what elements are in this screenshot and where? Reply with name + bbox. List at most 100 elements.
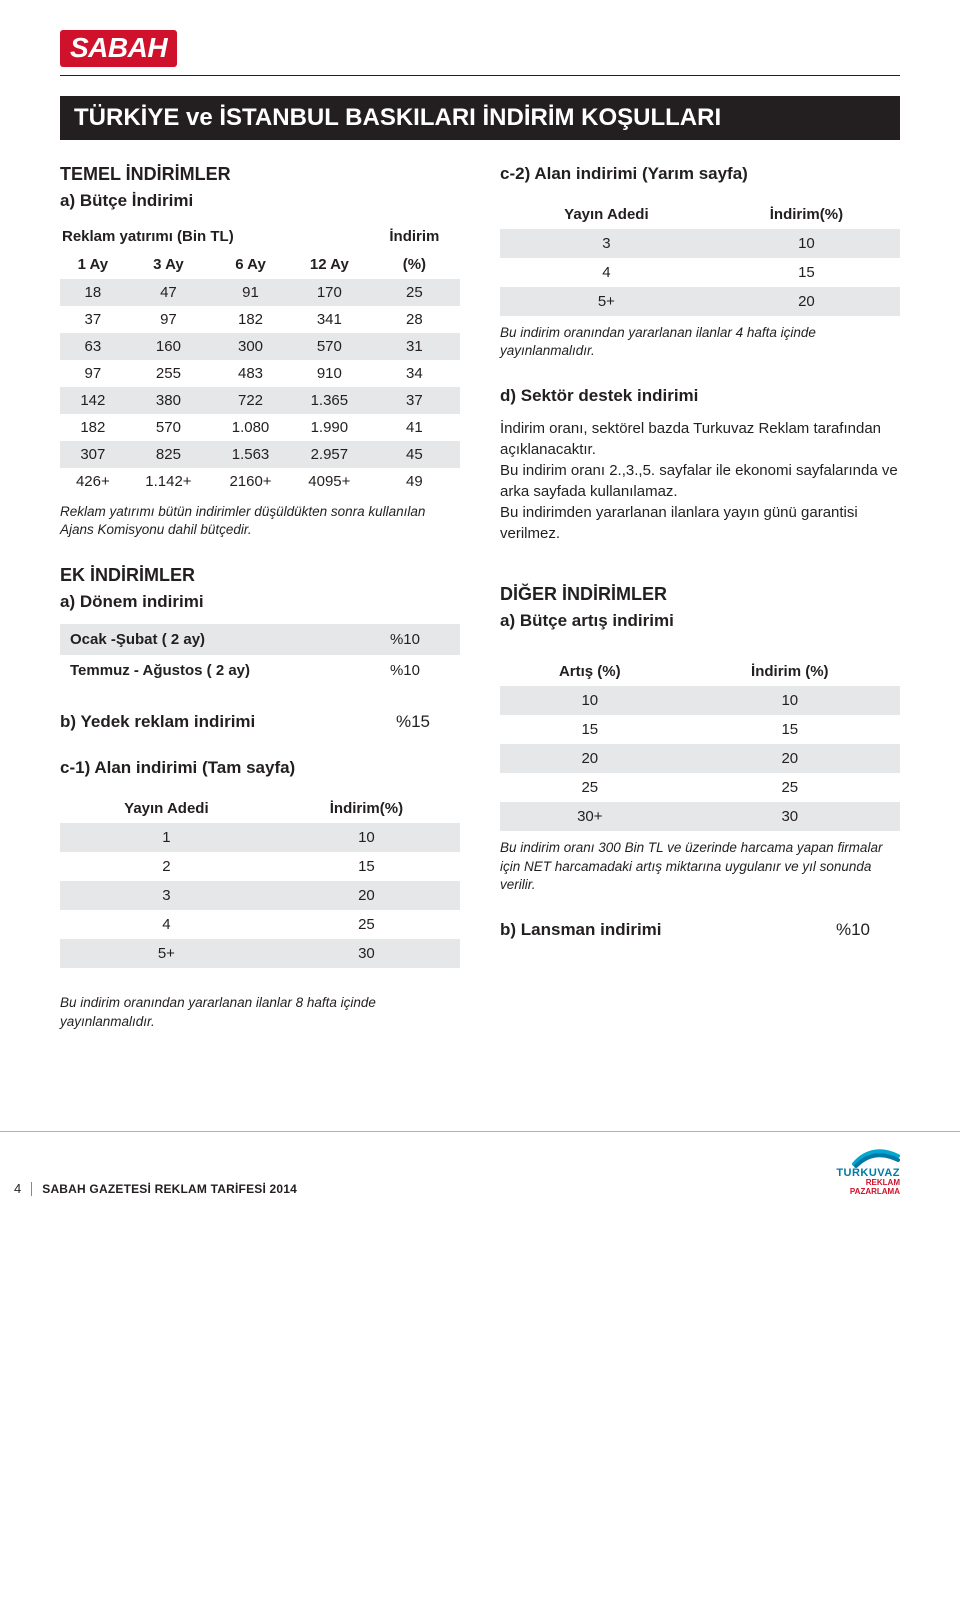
table-cell: 41 <box>369 414 460 441</box>
table-cell: 49 <box>369 468 460 495</box>
table-cell: 47 <box>126 279 211 306</box>
table-cell: 97 <box>126 306 211 333</box>
table-cell: 307 <box>60 441 126 468</box>
table-cell: 30 <box>273 939 460 968</box>
table-cell: 5+ <box>500 287 713 316</box>
table-cell: 1.142+ <box>126 468 211 495</box>
page-title: TÜRKİYE ve İSTANBUL BASKILARI İNDİRİM KO… <box>60 96 900 140</box>
turkuvaz-swoosh-icon <box>852 1146 900 1168</box>
table-cell: 20 <box>273 881 460 910</box>
artis-h0: Artış (%) <box>500 657 680 686</box>
ek-heading: EK İNDİRİMLER <box>60 565 460 586</box>
table-cell: 570 <box>290 333 369 360</box>
divider-top <box>60 75 900 76</box>
page-number: 4 <box>14 1181 21 1196</box>
d-body: İndirim oranı, sektörel bazda Turkuvaz R… <box>500 418 900 544</box>
divider-footer <box>0 1131 960 1132</box>
diger-heading: DİĞER İNDİRİMLER <box>500 584 900 605</box>
table-cell: 30+ <box>500 802 680 831</box>
turkuvaz-logo: TURKUVAZ REKLAM PAZARLAMA <box>836 1146 900 1196</box>
c1-note: Bu indirim oranından yararlanan ilanlar … <box>60 994 460 1030</box>
table-cell: 25 <box>500 773 680 802</box>
c1-block: c-1) Alan indirimi (Tam sayfa) Yayın Ade… <box>60 758 460 968</box>
table-cell: 142 <box>60 387 126 414</box>
table-cell: Temmuz - Ağustos ( 2 ay) <box>60 655 346 686</box>
footer-left: 4 SABAH GAZETESİ REKLAM TARİFESİ 2014 <box>14 1181 297 1196</box>
table-cell: 10 <box>713 229 900 258</box>
ek-indirimler: EK İNDİRİMLER a) Dönem indirimi Ocak -Şu… <box>60 565 460 686</box>
table-row: 379718234128 <box>60 306 460 333</box>
budget-h2: 6 Ay <box>211 250 290 279</box>
table-cell: 483 <box>211 360 290 387</box>
diger-block: DİĞER İNDİRİMLER a) Bütçe artış indirimi… <box>500 584 900 894</box>
table-row: 6316030057031 <box>60 333 460 360</box>
table-cell: 15 <box>680 715 900 744</box>
footer-sub2: PAZARLAMA <box>836 1188 900 1196</box>
table-row: 415 <box>500 258 900 287</box>
table-cell: 45 <box>369 441 460 468</box>
c1-h0: Yayın Adedi <box>60 794 273 823</box>
table-cell: 10 <box>680 686 900 715</box>
table-cell: 15 <box>273 852 460 881</box>
butce-heading: a) Bütçe İndirimi <box>60 191 460 211</box>
table-row: 5+20 <box>500 287 900 316</box>
d-block: d) Sektör destek indirimi İndirim oranı,… <box>500 386 900 544</box>
table-cell: 2160+ <box>211 468 290 495</box>
table-cell: 63 <box>60 333 126 360</box>
table-cell: 25 <box>369 279 460 306</box>
artis-note: Bu indirim oranı 300 Bin TL ve üzerinde … <box>500 839 900 894</box>
table-cell: 182 <box>211 306 290 333</box>
table-cell: 341 <box>290 306 369 333</box>
table-cell: 25 <box>680 773 900 802</box>
footer: 4 SABAH GAZETESİ REKLAM TARİFESİ 2014 TU… <box>0 1146 960 1214</box>
budget-h1: 3 Ay <box>126 250 211 279</box>
donem-heading: a) Dönem indirimi <box>60 592 460 612</box>
table-cell: 722 <box>211 387 290 414</box>
table-cell: 4095+ <box>290 468 369 495</box>
table-row: 1423807221.36537 <box>60 387 460 414</box>
table-cell: 160 <box>126 333 211 360</box>
table-row: 1515 <box>500 715 900 744</box>
budget-h3: 12 Ay <box>290 250 369 279</box>
table-cell: 25 <box>273 910 460 939</box>
table-row: 1825701.0801.99041 <box>60 414 460 441</box>
c1-heading: c-1) Alan indirimi (Tam sayfa) <box>60 758 460 778</box>
table-cell: 28 <box>369 306 460 333</box>
left-column: TEMEL İNDİRİMLER a) Bütçe İndirimi Rekla… <box>60 164 460 1031</box>
table-cell: %10 <box>346 624 460 655</box>
table-cell: 20 <box>713 287 900 316</box>
table-cell: 1.080 <box>211 414 290 441</box>
table-row: Ocak -Şubat ( 2 ay)%10 <box>60 624 460 655</box>
table-row: 425 <box>60 910 460 939</box>
table-row: Temmuz - Ağustos ( 2 ay)%10 <box>60 655 460 686</box>
table-cell: 182 <box>60 414 126 441</box>
c1-h1: İndirim(%) <box>273 794 460 823</box>
table-cell: 1.563 <box>211 441 290 468</box>
table-cell: Ocak -Şubat ( 2 ay) <box>60 624 346 655</box>
d-heading: d) Sektör destek indirimi <box>500 386 900 406</box>
lansman-heading: b) Lansman indirimi <box>500 920 836 940</box>
table-cell: 1.365 <box>290 387 369 414</box>
table-cell: 4 <box>500 258 713 287</box>
table-cell: 5+ <box>60 939 273 968</box>
table-cell: 4 <box>60 910 273 939</box>
yedek-value: %15 <box>396 712 460 732</box>
right-column: c-2) Alan indirimi (Yarım sayfa) Yayın A… <box>500 164 900 1031</box>
budget-h0: 1 Ay <box>60 250 126 279</box>
table-row: 30+30 <box>500 802 900 831</box>
table-cell: 18 <box>60 279 126 306</box>
budget-h4: (%) <box>369 250 460 279</box>
artis-h1: İndirim (%) <box>680 657 900 686</box>
table-cell: 1.990 <box>290 414 369 441</box>
yedek-block: b) Yedek reklam indirimi %15 <box>60 712 460 732</box>
table-cell: 570 <box>126 414 211 441</box>
table-cell: 34 <box>369 360 460 387</box>
temel-heading: TEMEL İNDİRİMLER <box>60 164 460 185</box>
budget-note: Reklam yatırımı bütün indirimler düşüldü… <box>60 503 460 539</box>
budget-super-left: Reklam yatırımı (Bin TL) <box>60 223 369 250</box>
butce-artis-heading: a) Bütçe artış indirimi <box>500 611 900 631</box>
table-row: 1010 <box>500 686 900 715</box>
table-cell: 20 <box>680 744 900 773</box>
table-row: 2525 <box>500 773 900 802</box>
lansman-block: b) Lansman indirimi %10 <box>500 920 900 940</box>
